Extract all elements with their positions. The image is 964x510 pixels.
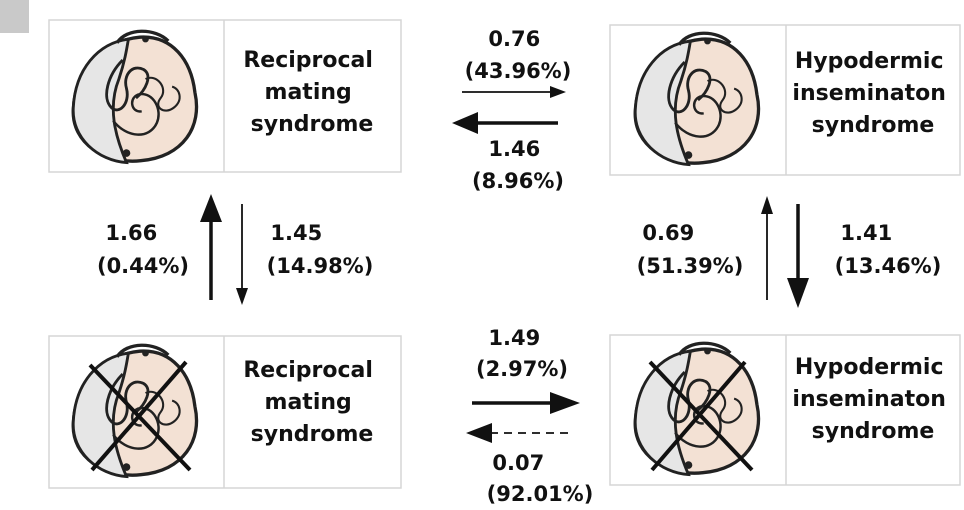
arrow-right-down xyxy=(787,204,809,308)
corner-tab xyxy=(0,0,29,33)
arrow-left-down xyxy=(236,204,248,305)
box-top-left: Reciprocal mating syndrome xyxy=(48,19,402,173)
label-left-up: 1.66 (0.44%) xyxy=(97,221,189,278)
label-bottom-backward: 0.07 (92.01%) xyxy=(487,451,594,506)
label-left-down: 1.45 (14.98%) xyxy=(267,221,374,278)
box-bottom-left-label: Reciprocal mating syndrome xyxy=(243,358,380,447)
arrow-right-up xyxy=(761,196,773,300)
label-bottom-forward: 1.49 (2.97%) xyxy=(476,326,568,381)
label-right-up: 0.69 (51.39%) xyxy=(637,221,744,278)
arrow-bottom-backward-dashed xyxy=(466,423,568,443)
cross-out-icon xyxy=(648,360,754,472)
box-bottom-right-label: Hypodermic inseminaton syndrome xyxy=(792,355,953,444)
box-bottom-left: Reciprocal mating syndrome xyxy=(48,335,402,489)
box-top-left-label: Reciprocal mating syndrome xyxy=(243,48,380,137)
box-top-right: Hypodermic inseminaton syndrome xyxy=(609,24,961,176)
label-top-backward: 1.46 (8.96%) xyxy=(472,137,564,193)
box-bottom-right: Hypodermic inseminaton syndrome xyxy=(609,334,961,486)
label-top-forward: 0.76 (43.96%) xyxy=(465,27,572,83)
label-right-down: 1.41 (13.46%) xyxy=(835,221,942,278)
arrow-top-backward xyxy=(452,112,558,134)
arrow-bottom-forward xyxy=(472,392,580,414)
cross-out-icon xyxy=(88,360,192,472)
arrow-left-up xyxy=(200,194,222,300)
arrow-top-forward xyxy=(462,86,566,98)
box-top-right-label: Hypodermic inseminaton syndrome xyxy=(792,49,953,138)
